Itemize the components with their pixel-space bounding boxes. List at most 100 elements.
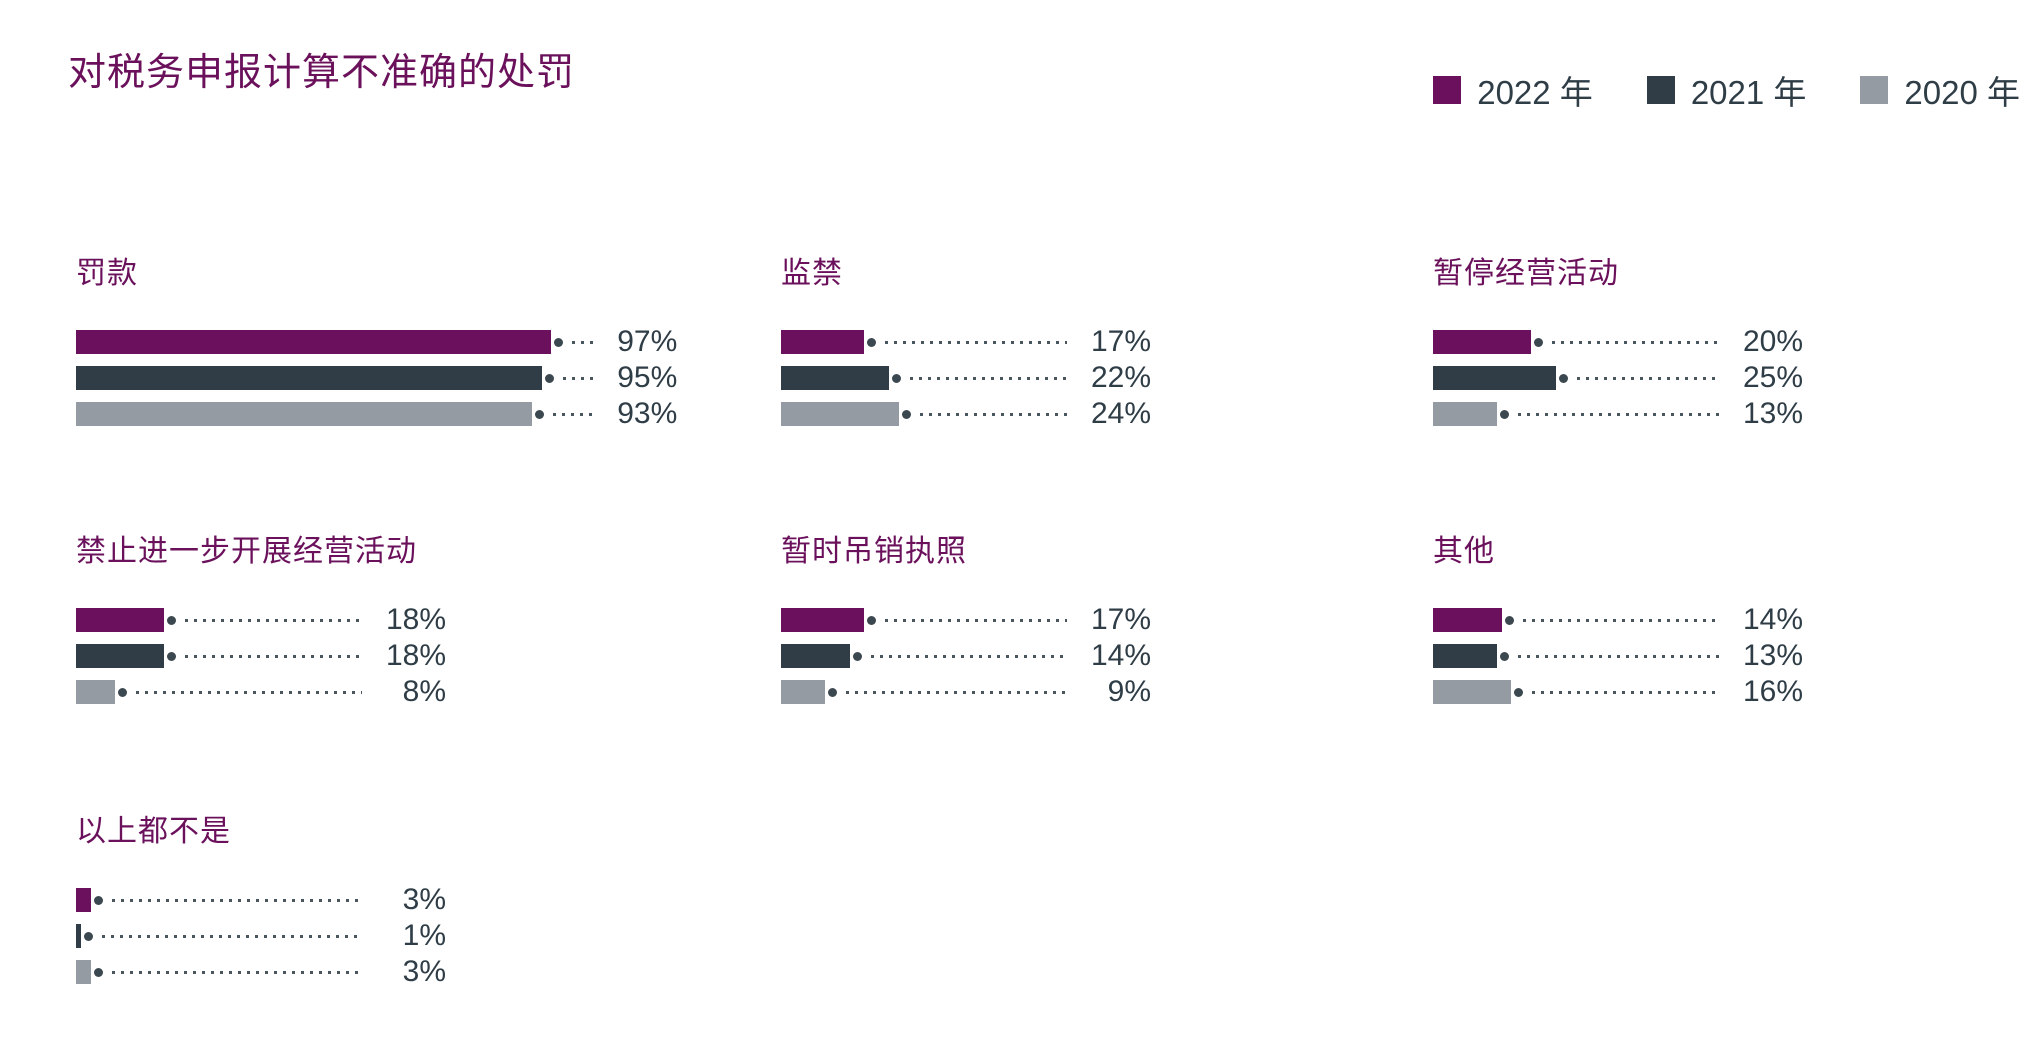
value-label: 8% [402,675,446,708]
mini-chart-title: 其他 [1433,535,1495,568]
bar-2020 [781,402,899,426]
value-label: 18% [385,603,446,636]
bar-2022 [781,608,865,632]
leader-dot [1558,373,1568,383]
bar-row: 13% [1433,396,1803,432]
value-label: 16% [1742,675,1803,708]
bar-row: 18% [76,638,446,674]
leader-line [1517,654,1719,658]
bar-2021 [1433,644,1497,668]
value-label: 9% [1107,675,1151,708]
value-label: 3% [402,955,446,988]
bar-row: 1% [76,918,446,954]
bar-row: 97% [76,324,677,360]
page-title: 对税务申报计算不准确的处罚 [68,52,576,94]
leader-line [1532,690,1719,694]
value-label: 93% [617,397,678,430]
leader-dot [167,651,177,661]
bar-2021 [1433,366,1556,390]
mini-chart-7: 以上都不是 3% 1% 3% [76,814,446,990]
mini-chart-2: 监禁 17% 22% 24% [781,256,1151,432]
bar-2020 [1433,680,1512,704]
leader-line [185,654,362,658]
bar-2022 [781,330,865,354]
value-label: 24% [1090,397,1151,430]
leader-dot [534,409,544,419]
legend-swatch-icon [1433,76,1462,104]
mini-chart-title: 监禁 [781,257,843,290]
mini-chart-title: 以上都不是 [76,815,231,848]
mini-chart-3: 暂停经营活动 20% 25% 13% [1433,256,1803,432]
bar-2021 [781,644,850,668]
bar-rows: 14% 13% 16% [1433,602,1803,710]
leader-line [111,970,362,974]
bar-row: 3% [76,882,446,918]
value-label: 17% [1090,325,1151,358]
leader-dot [867,337,877,347]
leader-line [136,690,362,694]
bar-row: 95% [76,360,677,396]
leader-dot [83,931,93,941]
bar-row: 14% [781,638,1151,674]
bar-row: 18% [76,602,446,638]
leader-dot [554,337,564,347]
value-label: 95% [617,361,678,394]
bar-row: 20% [1433,324,1803,360]
bar-2022 [1433,608,1502,632]
bar-row: 25% [1433,360,1803,396]
leader-dot [1499,651,1509,661]
bar-2021 [781,366,889,390]
leader-line [885,340,1067,344]
leader-line [909,376,1067,380]
mini-chart-title: 暂时吊销执照 [781,535,967,568]
bar-2021 [76,366,542,390]
mini-chart-title: 禁止进一步开展经营活动 [76,535,417,568]
bar-rows: 20% 25% 13% [1433,324,1803,432]
bar-2022 [76,888,91,912]
legend-swatch-icon [1860,76,1889,104]
bar-2020 [76,680,116,704]
leader-line [1552,340,1719,344]
bar-rows: 17% 22% 24% [781,324,1151,432]
leader-dot [93,895,103,905]
legend-swatch-icon [1646,76,1675,104]
leader-line [919,412,1067,416]
leader-dot [901,409,911,419]
leader-line [562,376,594,380]
leader-line [101,934,362,938]
mini-chart-title: 罚款 [76,257,138,290]
mini-chart-1: 罚款 97% 95% 93% [76,256,677,432]
leader-line [885,618,1067,622]
bar-rows: 3% 1% 3% [76,882,446,990]
legend-label: 2021 年 [1690,74,1807,111]
bar-2020 [76,402,532,426]
bar-row: 8% [76,674,446,710]
leader-dot [891,373,901,383]
leader-dot [867,615,877,625]
legend-item-2021: 2021 年 [1646,66,1807,114]
value-label: 3% [402,883,446,916]
value-label: 17% [1090,603,1151,636]
legend-item-2022: 2022 年 [1433,66,1593,114]
value-label: 13% [1742,639,1803,672]
bar-row: 22% [781,360,1151,396]
leader-line [552,412,594,416]
mini-chart-6: 其他 14% 13% 16% [1433,534,1803,710]
bar-2020 [781,680,826,704]
leader-dot [1504,615,1514,625]
bar-row: 13% [1433,638,1803,674]
value-label: 13% [1742,397,1803,430]
leader-line [1522,618,1719,622]
value-label: 1% [402,919,446,952]
leader-dot [118,687,128,697]
leader-line [572,340,594,344]
value-label: 14% [1090,639,1151,672]
value-label: 20% [1742,325,1803,358]
leader-dot [1534,337,1543,347]
mini-chart-4: 禁止进一步开展经营活动 18% 18% 8% [76,534,446,710]
legend-label: 2020 年 [1904,74,2020,111]
legend-item-2020: 2020 年 [1860,66,2020,114]
bar-rows: 18% 18% 8% [76,602,446,710]
bar-row: 24% [781,396,1151,432]
